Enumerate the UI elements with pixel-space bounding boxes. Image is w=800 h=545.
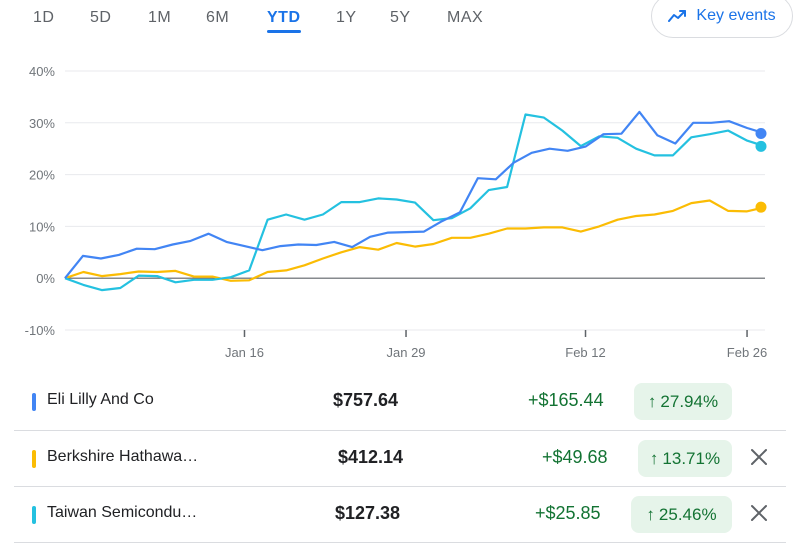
price-change: +$165.44 xyxy=(528,390,604,410)
range-tab-6m[interactable]: 6M xyxy=(206,9,230,26)
key-events-button[interactable]: Key events xyxy=(651,0,793,38)
y-tick-label: 40% xyxy=(29,64,55,79)
security-price: $757.64 xyxy=(333,390,399,410)
series-end-point xyxy=(755,127,767,139)
series-line xyxy=(64,110,766,279)
security-name: Eli Lilly And Co xyxy=(47,391,154,408)
percent-change-value: 27.94% xyxy=(660,391,719,411)
series-line xyxy=(64,113,766,292)
percent-change-badge: ↑ 27.94% xyxy=(634,383,732,420)
x-tick-label: Feb 12 xyxy=(565,345,605,360)
comparison-row[interactable]: Berkshire Hathawa… $412.14 +$49.68 ↑ 13.… xyxy=(14,431,786,487)
remove-comparison-close-icon[interactable] xyxy=(747,445,771,469)
price-change: +$49.68 xyxy=(542,447,608,467)
series-color-swatch xyxy=(32,393,36,411)
security-name: Berkshire Hathawa… xyxy=(47,448,199,465)
series-line xyxy=(64,199,766,282)
range-tab-1d[interactable]: 1D xyxy=(33,9,55,26)
range-selector: 1D 5D 1M 6M YTD 1Y 5Y MAX xyxy=(0,0,800,40)
x-tick-label: Feb 26 xyxy=(727,345,767,360)
range-tab-5d[interactable]: 5D xyxy=(90,9,112,26)
x-tick-label: Jan 29 xyxy=(387,345,426,360)
comparison-row[interactable]: Taiwan Semicondu… $127.38 +$25.85 ↑ 25.4… xyxy=(14,487,786,543)
series-color-swatch xyxy=(32,506,36,524)
row-divider xyxy=(14,486,786,487)
y-tick-label: -10% xyxy=(25,323,56,338)
series-color-swatch xyxy=(32,450,36,468)
range-tab-1y[interactable]: 1Y xyxy=(336,9,357,26)
key-events-label: Key events xyxy=(696,7,776,24)
row-divider xyxy=(14,430,786,431)
arrow-up-icon: ↑ xyxy=(649,448,659,468)
security-price: $127.38 xyxy=(335,503,401,523)
y-tick-label: 0% xyxy=(36,271,55,286)
security-name: Taiwan Semicondu… xyxy=(47,504,198,521)
trending-up-icon xyxy=(668,10,687,22)
percent-change-badge: ↑ 13.71% xyxy=(638,440,732,477)
performance-chart: 40% 30% 20% 10% 0% -10% Jan 16 Jan 29 Feb 12 Feb … xyxy=(25,64,768,360)
percent-change-value: 25.46% xyxy=(658,504,717,524)
range-tab-max[interactable]: MAX xyxy=(447,9,484,26)
y-tick-label: 20% xyxy=(29,168,55,183)
range-tab-ytd[interactable]: YTD xyxy=(267,9,301,33)
percent-change-badge: ↑ 25.46% xyxy=(631,496,732,533)
remove-comparison-close-icon[interactable] xyxy=(747,501,771,525)
series-end-point xyxy=(755,140,767,152)
range-tab-1m[interactable]: 1M xyxy=(148,9,172,26)
y-tick-label: 30% xyxy=(29,116,55,131)
series-end-point xyxy=(755,201,767,213)
price-change: +$25.85 xyxy=(535,503,601,523)
y-tick-label: 10% xyxy=(29,219,55,234)
x-tick-label: Jan 16 xyxy=(225,345,264,360)
arrow-up-icon: ↑ xyxy=(647,391,657,411)
row-divider xyxy=(14,542,786,543)
range-tab-5y[interactable]: 5Y xyxy=(390,9,411,26)
comparison-row[interactable]: Eli Lilly And Co $757.64 +$165.44 ↑ 27.9… xyxy=(14,374,786,430)
percent-change-value: 13.71% xyxy=(662,448,721,468)
arrow-up-icon: ↑ xyxy=(646,504,655,524)
security-price: $412.14 xyxy=(338,447,404,467)
